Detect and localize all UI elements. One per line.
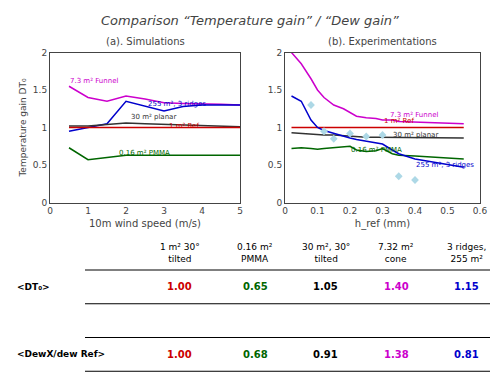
svg-text:4: 4	[199, 206, 205, 216]
svg-text:h_ref (mm): h_ref (mm)	[355, 218, 410, 230]
svg-text:1.38: 1.38	[384, 349, 409, 360]
svg-text:1 m² Ref: 1 m² Ref	[169, 122, 199, 130]
svg-text:1: 1	[85, 206, 91, 216]
svg-text:1.00: 1.00	[167, 349, 192, 360]
svg-text:0.5: 0.5	[33, 160, 47, 170]
svg-text:1.5: 1.5	[33, 85, 47, 95]
svg-text:1 m² 30°tilted: 1 m² 30°tilted	[160, 242, 200, 264]
svg-text:0.5: 0.5	[440, 206, 454, 216]
svg-text:1: 1	[41, 123, 47, 133]
svg-text:0.65: 0.65	[243, 281, 268, 292]
svg-text:1.05: 1.05	[313, 281, 338, 292]
svg-text:7.3 m² Funnel: 7.3 m² Funnel	[70, 77, 118, 85]
svg-text:<DewX/dew Ref>: <DewX/dew Ref>	[17, 349, 105, 359]
svg-text:30 m² planar: 30 m² planar	[393, 131, 438, 139]
svg-text:255 m², 3 ridges: 255 m², 3 ridges	[148, 100, 206, 108]
svg-text:0.1: 0.1	[310, 206, 324, 216]
svg-text:(b). Experimentations: (b). Experimentations	[328, 36, 437, 47]
svg-text:0.81: 0.81	[454, 349, 479, 360]
svg-text:30 m² planar: 30 m² planar	[131, 113, 176, 121]
svg-text:0.91: 0.91	[313, 349, 338, 360]
svg-text:Temperature gain DT₀: Temperature gain DT₀	[18, 78, 28, 178]
svg-text:0.6: 0.6	[473, 206, 488, 216]
svg-text:0.16 m²PMMA: 0.16 m²PMMA	[237, 242, 273, 264]
svg-text:3: 3	[161, 206, 167, 216]
svg-text:10m wind speed (m/s): 10m wind speed (m/s)	[89, 218, 201, 229]
svg-text:1 m² Ref: 1 m² Ref	[384, 117, 414, 125]
svg-text:30 m², 30°tilted: 30 m², 30°tilted	[302, 242, 350, 264]
svg-text:0.16 m² PMMA: 0.16 m² PMMA	[119, 149, 170, 157]
svg-text:1: 1	[276, 123, 282, 133]
svg-text:0.2: 0.2	[343, 206, 357, 216]
svg-text:255 m², 3 ridges: 255 m², 3 ridges	[416, 161, 474, 169]
svg-text:7.3 m² Funnel: 7.3 m² Funnel	[390, 111, 438, 119]
svg-text:Comparison “Temperature gain”: Comparison “Temperature gain” / “Dew gai…	[101, 13, 399, 28]
svg-text:0: 0	[47, 206, 53, 216]
svg-text:<DT₀>: <DT₀>	[17, 282, 50, 292]
svg-text:0: 0	[41, 198, 47, 208]
svg-text:2: 2	[276, 48, 282, 58]
svg-text:1.15: 1.15	[454, 281, 479, 292]
svg-text:1.00: 1.00	[167, 281, 192, 292]
svg-text:0: 0	[276, 198, 282, 208]
svg-text:7.32 m²cone: 7.32 m²cone	[378, 242, 414, 264]
svg-text:3 ridges,255 m²: 3 ridges,255 m²	[447, 242, 486, 264]
svg-text:5: 5	[237, 206, 243, 216]
svg-text:0.3: 0.3	[375, 206, 389, 216]
svg-text:2: 2	[41, 48, 47, 58]
svg-text:0.16 m² PMMA: 0.16 m² PMMA	[351, 146, 402, 154]
svg-text:1.40: 1.40	[384, 281, 409, 292]
svg-text:0.4: 0.4	[408, 206, 423, 216]
svg-text:(a). Simulations: (a). Simulations	[106, 36, 185, 47]
svg-text:0: 0	[282, 206, 288, 216]
svg-text:2: 2	[123, 206, 129, 216]
svg-text:0.68: 0.68	[243, 349, 268, 360]
svg-text:0.5: 0.5	[268, 160, 282, 170]
svg-text:1.5: 1.5	[268, 85, 282, 95]
